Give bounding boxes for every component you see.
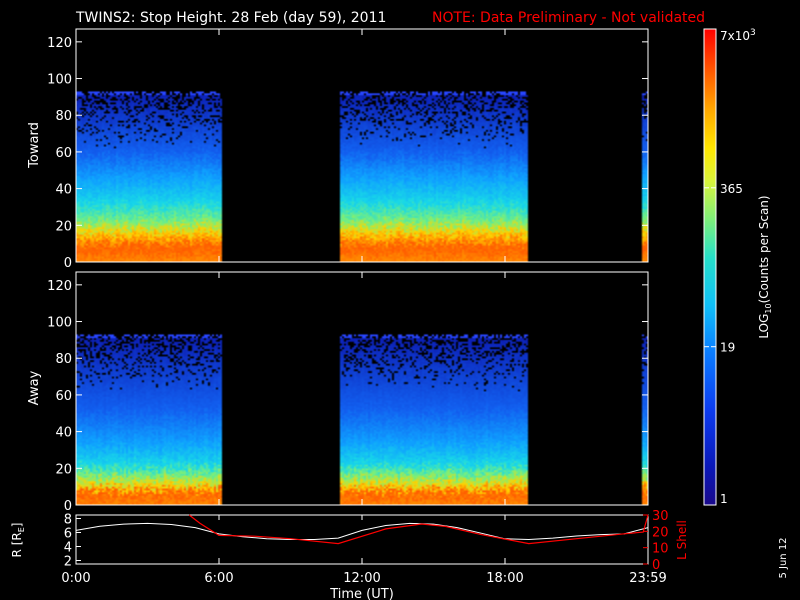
panel-away: 0 20 40 60 80 100 120 Away [27,271,649,514]
y-tick-label: 0 [64,499,72,514]
y-tick-label: 60 [55,146,72,161]
preliminary-note: NOTE: Data Preliminary - Not validated [432,10,705,26]
r-tick-label: 6 [64,527,72,542]
x-axis-label: Time (UT) [329,587,394,600]
r-axis-label: R [RE] [10,523,26,558]
x-tick-label: 12:00 [343,571,380,586]
y-tick-label: 120 [47,279,72,294]
y-tick-label: 100 [47,316,72,331]
y-tick-label: 80 [55,109,72,124]
toward-axis-ticks: 0 20 40 60 80 100 120 [47,29,649,271]
colorbar-label: LOG10(Counts per Scan) [757,195,773,338]
away-axis-ticks: 0 20 40 60 80 100 120 [47,272,649,514]
colorbar-tick-label: 19 [720,341,735,355]
lshell-tick-label: 10 [652,542,669,557]
panel-toward: 0 20 40 60 80 100 120 Toward [27,28,649,271]
y-tick-label: 40 [55,183,72,198]
lshell-tick-label: 30 [652,509,669,524]
y-tick-label: 20 [55,462,72,477]
lshell-series-line [188,514,649,545]
y-tick-label: 20 [55,219,72,234]
radius-series-line [75,522,649,541]
away-ylabel: Away [27,370,42,405]
r-tick-label: 8 [64,513,72,528]
colorbar-tick-label: 365 [720,182,743,196]
colorbar-gradient [703,28,717,506]
x-tick-label: 18:00 [486,571,523,586]
y-tick-label: 60 [55,389,72,404]
y-tick-label: 100 [47,73,72,88]
colorbar-tick-label: 1 [720,492,728,506]
figure-title: TWINS2: Stop Height. 28 Feb (day 59), 20… [75,10,386,26]
x-tick-label: 0:00 [61,571,90,586]
r-tick-label: 4 [64,541,72,556]
y-tick-label: 120 [47,36,72,51]
lshell-tick-label: 20 [652,525,669,540]
colorbar-ticks: 7x103 365 19 1 [704,28,756,506]
colorbar-tick-exponent: 3 [750,28,756,38]
lshell-tick-label: 0 [652,558,660,573]
lshell-axis-label: L Shell [675,520,689,560]
r-tick-label: 2 [64,555,72,570]
toward-spectrogram [76,29,648,262]
x-tick-label: 23:59 [629,571,666,586]
y-tick-label: 40 [55,426,72,441]
date-stamp: 5 Jun 12 [778,537,789,578]
away-spectrogram [76,272,648,505]
y-tick-label: 80 [55,352,72,367]
toward-ylabel: Toward [27,122,42,169]
y-tick-label: 0 [64,256,72,271]
x-tick-label: 6:00 [204,571,233,586]
colorbar-tick-label: 7x103 [720,28,756,43]
colorbar: 7x103 365 19 1 LOG10(Counts per Scan) [703,28,773,506]
